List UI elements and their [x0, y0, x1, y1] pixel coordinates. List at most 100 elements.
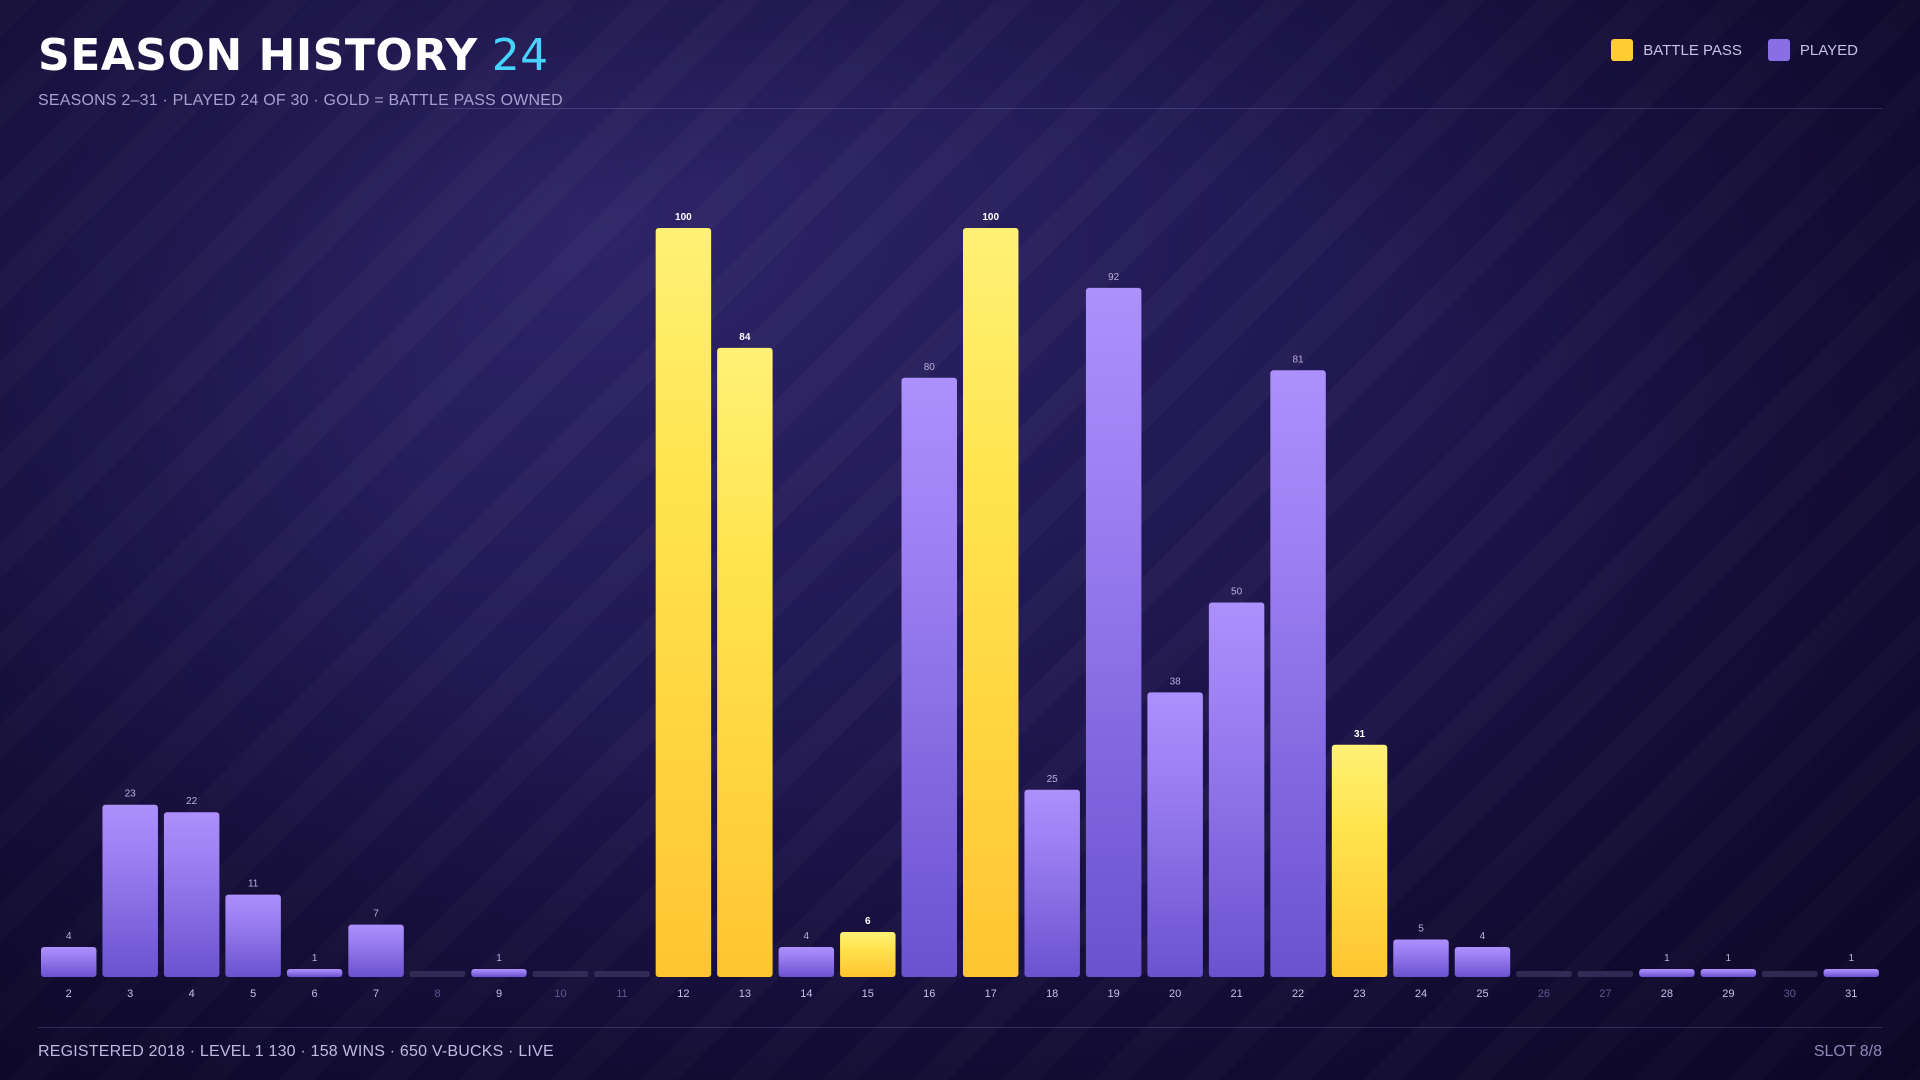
x-tick-season-24: 24: [1415, 988, 1427, 1000]
bar-season-2: [41, 947, 97, 977]
x-tick-season-12: 12: [677, 988, 689, 1000]
bar-season-16: [901, 377, 957, 977]
x-tick-season-15: 15: [862, 988, 874, 1000]
x-tick-season-22: 22: [1292, 988, 1304, 1000]
value-label-season-14: 4: [804, 931, 810, 942]
account-stats: REGISTERED 2018 · LEVEL 1 130 · 158 WINS…: [38, 1043, 554, 1060]
bar-season-29: [1700, 969, 1757, 977]
x-tick-season-16: 16: [923, 988, 935, 1000]
bar-season-9: [471, 969, 527, 977]
bar-season-25: [1454, 947, 1511, 977]
season-count: 24: [491, 30, 549, 81]
x-tick-season-5: 5: [250, 988, 256, 1000]
legend-label-played: PLAYED: [1799, 41, 1858, 59]
bar-season-23: [1331, 744, 1388, 977]
chart-legend: BATTLE PASS PLAYED: [1611, 39, 1858, 61]
x-tick-season-19: 19: [1108, 988, 1120, 1000]
x-tick-season-2: 2: [66, 988, 72, 1000]
value-label-season-20: 38: [1170, 676, 1182, 687]
bar-season-30-empty: [1762, 971, 1818, 977]
value-label-season-2: 4: [66, 931, 72, 942]
footer-divider: [38, 1027, 1882, 1028]
played-swatch: [1767, 39, 1790, 61]
battle-pass-swatch: [1611, 39, 1634, 61]
value-label-season-25: 4: [1480, 931, 1486, 942]
bar-season-14: [778, 947, 835, 977]
x-tick-season-13: 13: [739, 988, 751, 1000]
x-tick-season-7: 7: [373, 988, 379, 1000]
bar-season-20: [1147, 692, 1203, 977]
bar-season-7: [348, 924, 404, 977]
x-tick-season-18: 18: [1046, 988, 1058, 1000]
x-tick-season-27: 27: [1599, 988, 1611, 1000]
x-tick-season-4: 4: [189, 988, 195, 1000]
x-tick-season-23: 23: [1353, 988, 1365, 1000]
x-tick-season-3: 3: [127, 988, 133, 1000]
value-label-season-31: 1: [1848, 953, 1854, 964]
x-tick-season-14: 14: [800, 988, 812, 1000]
x-tick-season-21: 21: [1230, 988, 1242, 1000]
value-label-season-29: 1: [1726, 953, 1732, 964]
bar-season-21: [1208, 602, 1265, 977]
value-label-season-6: 1: [312, 953, 318, 964]
value-label-season-13: 84: [739, 332, 751, 343]
legend-item-battle-pass: BATTLE PASS: [1611, 39, 1742, 61]
bar-season-6: [286, 969, 343, 977]
x-tick-season-9: 9: [496, 988, 502, 1000]
value-label-season-12: 100: [675, 212, 692, 223]
header-divider: [440, 108, 1882, 109]
bar-season-11-empty: [594, 971, 650, 977]
x-tick-season-25: 25: [1476, 988, 1488, 1000]
value-label-season-3: 23: [125, 789, 137, 800]
value-label-season-15: 6: [865, 916, 871, 927]
bar-season-13: [717, 347, 773, 978]
title-text: SEASON HISTORY: [38, 30, 478, 81]
x-tick-season-10: 10: [554, 988, 566, 1000]
value-label-season-16: 80: [924, 362, 936, 373]
bars-layer: [41, 228, 1879, 978]
value-label-season-19: 92: [1108, 272, 1120, 283]
x-tick-labels-layer: 2 3 4 5 6 7 8 9 10 11 12 13 14 15 16 17 18 19 20 21 22 23 24 25…: [66, 988, 1858, 1000]
x-tick-season-20: 20: [1169, 988, 1181, 1000]
value-label-season-21: 50: [1231, 587, 1243, 598]
page-title: SEASON HISTORY 24: [38, 28, 549, 84]
bar-season-5: [225, 894, 281, 977]
value-label-season-24: 5: [1418, 924, 1424, 935]
x-tick-season-8: 8: [434, 988, 440, 1000]
bar-season-17: [963, 228, 1019, 977]
bar-season-8-empty: [409, 971, 466, 977]
value-label-season-4: 22: [186, 796, 198, 807]
value-label-season-28: 1: [1664, 953, 1670, 964]
x-tick-season-30: 30: [1784, 988, 1796, 1000]
bar-season-18: [1024, 789, 1080, 977]
value-label-season-5: 11: [248, 879, 259, 890]
x-tick-season-6: 6: [312, 988, 318, 1000]
value-label-season-7: 7: [373, 909, 379, 920]
x-tick-season-26: 26: [1538, 988, 1550, 1000]
value-label-season-9: 1: [496, 953, 502, 964]
value-label-season-18: 25: [1047, 774, 1059, 785]
x-tick-season-28: 28: [1661, 988, 1673, 1000]
x-tick-season-17: 17: [985, 988, 997, 1000]
value-label-season-17: 100: [982, 212, 999, 223]
value-label-season-22: 81: [1293, 354, 1305, 365]
bar-season-4: [163, 812, 220, 977]
legend-label-battle-pass: BATTLE PASS: [1643, 41, 1742, 59]
bar-season-22: [1270, 370, 1326, 977]
x-tick-season-11: 11: [616, 988, 627, 1000]
legend-item-played: PLAYED: [1767, 39, 1858, 61]
bar-season-19: [1085, 287, 1142, 977]
bar-season-24: [1393, 939, 1449, 977]
bar-season-15: [840, 932, 896, 977]
bar-season-26-empty: [1516, 971, 1572, 977]
bar-season-12: [655, 228, 712, 977]
x-tick-season-31: 31: [1845, 988, 1857, 1000]
bar-season-31: [1823, 969, 1879, 977]
bar-season-28: [1639, 969, 1695, 977]
bar-season-10-empty: [532, 971, 589, 977]
bar-season-27-empty: [1577, 971, 1634, 977]
value-label-season-23: 31: [1354, 729, 1366, 740]
bar-season-3: [102, 804, 158, 977]
